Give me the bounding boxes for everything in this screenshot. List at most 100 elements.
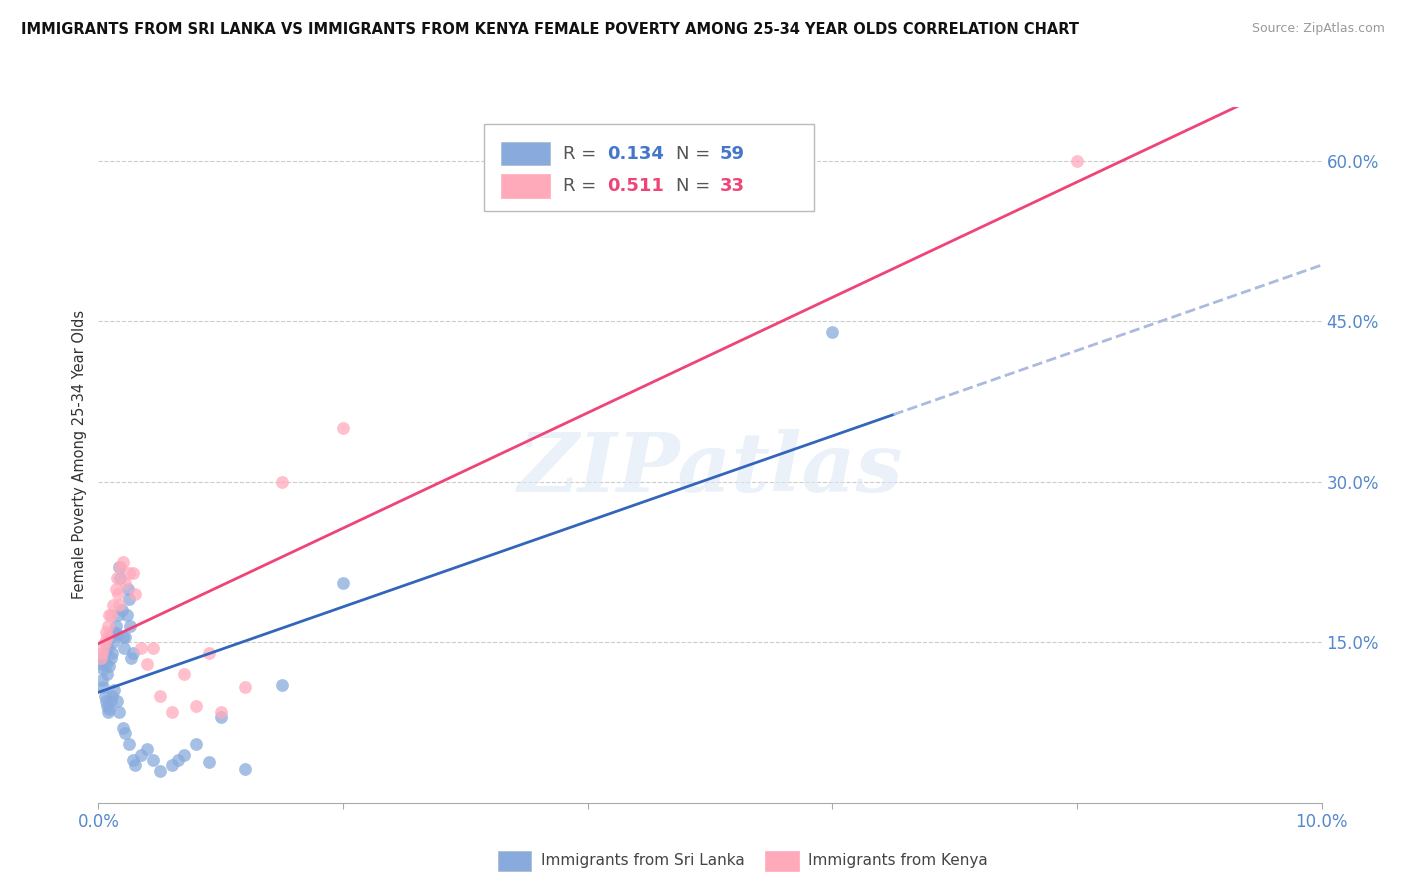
Point bbox=[136, 657, 159, 671]
Point bbox=[121, 566, 143, 580]
Point bbox=[111, 630, 134, 644]
Y-axis label: Female Poverty Among 25-34 Year Olds: Female Poverty Among 25-34 Year Olds bbox=[72, 310, 87, 599]
Point bbox=[104, 582, 127, 596]
Point bbox=[332, 576, 354, 591]
Point bbox=[129, 640, 152, 655]
Text: Source: ZipAtlas.com: Source: ZipAtlas.com bbox=[1251, 22, 1385, 36]
Point bbox=[107, 587, 129, 601]
Point bbox=[197, 646, 219, 660]
Point bbox=[124, 587, 146, 601]
Point bbox=[233, 680, 256, 694]
Point bbox=[821, 325, 844, 339]
Text: 59: 59 bbox=[720, 145, 745, 162]
Text: N =: N = bbox=[676, 178, 710, 195]
Point bbox=[129, 747, 152, 762]
Point bbox=[97, 619, 120, 633]
Point bbox=[91, 673, 114, 687]
Point bbox=[96, 699, 118, 714]
Text: 0.134: 0.134 bbox=[607, 145, 664, 162]
Point bbox=[97, 640, 120, 655]
Point bbox=[100, 608, 122, 623]
Text: Immigrants from Kenya: Immigrants from Kenya bbox=[808, 854, 988, 868]
Point bbox=[115, 608, 138, 623]
Point bbox=[107, 608, 129, 623]
Point bbox=[91, 640, 114, 655]
Point bbox=[111, 603, 134, 617]
Point bbox=[209, 705, 232, 719]
FancyBboxPatch shape bbox=[501, 142, 550, 165]
Point bbox=[233, 762, 256, 776]
Point bbox=[100, 694, 122, 708]
Point bbox=[108, 560, 131, 574]
Point bbox=[118, 592, 141, 607]
Point bbox=[96, 630, 118, 644]
Point bbox=[186, 737, 208, 751]
Point bbox=[101, 635, 124, 649]
Point bbox=[90, 651, 112, 665]
Point bbox=[110, 571, 132, 585]
Point bbox=[108, 598, 131, 612]
Point bbox=[93, 689, 115, 703]
Point bbox=[112, 640, 135, 655]
Point bbox=[121, 646, 143, 660]
Point bbox=[120, 651, 142, 665]
Point bbox=[104, 619, 127, 633]
Point bbox=[209, 710, 232, 724]
Point bbox=[96, 667, 118, 681]
Point bbox=[114, 576, 136, 591]
Text: 0.511: 0.511 bbox=[607, 178, 664, 195]
Point bbox=[149, 689, 172, 703]
Point bbox=[98, 658, 121, 673]
FancyBboxPatch shape bbox=[501, 175, 550, 198]
Point bbox=[114, 726, 136, 740]
Point bbox=[101, 598, 124, 612]
Text: IMMIGRANTS FROM SRI LANKA VS IMMIGRANTS FROM KENYA FEMALE POVERTY AMONG 25-34 YE: IMMIGRANTS FROM SRI LANKA VS IMMIGRANTS … bbox=[21, 22, 1078, 37]
Point bbox=[91, 646, 114, 660]
Point bbox=[120, 619, 142, 633]
Text: R =: R = bbox=[564, 178, 596, 195]
Point bbox=[142, 753, 165, 767]
Point bbox=[98, 701, 121, 715]
Point bbox=[105, 626, 128, 640]
Point bbox=[121, 753, 143, 767]
Point bbox=[197, 755, 219, 769]
Point bbox=[94, 657, 117, 671]
Text: N =: N = bbox=[676, 145, 710, 162]
Point bbox=[186, 699, 208, 714]
Point bbox=[98, 608, 121, 623]
Point bbox=[105, 571, 128, 585]
Point bbox=[94, 624, 117, 639]
Point bbox=[114, 630, 136, 644]
Point bbox=[149, 764, 172, 778]
Point bbox=[160, 758, 183, 772]
Point bbox=[100, 630, 122, 644]
Text: 33: 33 bbox=[720, 178, 745, 195]
Point bbox=[105, 694, 128, 708]
Point bbox=[93, 635, 115, 649]
Point bbox=[160, 705, 183, 719]
Point bbox=[101, 689, 124, 703]
Point bbox=[118, 737, 141, 751]
Point bbox=[111, 555, 134, 569]
Point bbox=[173, 747, 195, 762]
Text: ZIPatlas: ZIPatlas bbox=[517, 429, 903, 508]
Point bbox=[270, 475, 292, 489]
Point bbox=[91, 662, 114, 676]
Point bbox=[136, 742, 159, 756]
Point bbox=[97, 705, 120, 719]
Point bbox=[94, 694, 117, 708]
Point bbox=[91, 680, 114, 694]
Point bbox=[142, 640, 165, 655]
Point bbox=[103, 624, 125, 639]
Point bbox=[110, 560, 132, 574]
Point bbox=[91, 651, 114, 665]
Point bbox=[332, 421, 354, 435]
Point bbox=[167, 753, 190, 767]
Point bbox=[100, 651, 122, 665]
Point bbox=[108, 705, 131, 719]
Point bbox=[173, 667, 195, 681]
Point bbox=[1066, 153, 1088, 168]
Point bbox=[270, 678, 292, 692]
Point bbox=[90, 657, 112, 671]
Point bbox=[117, 582, 139, 596]
